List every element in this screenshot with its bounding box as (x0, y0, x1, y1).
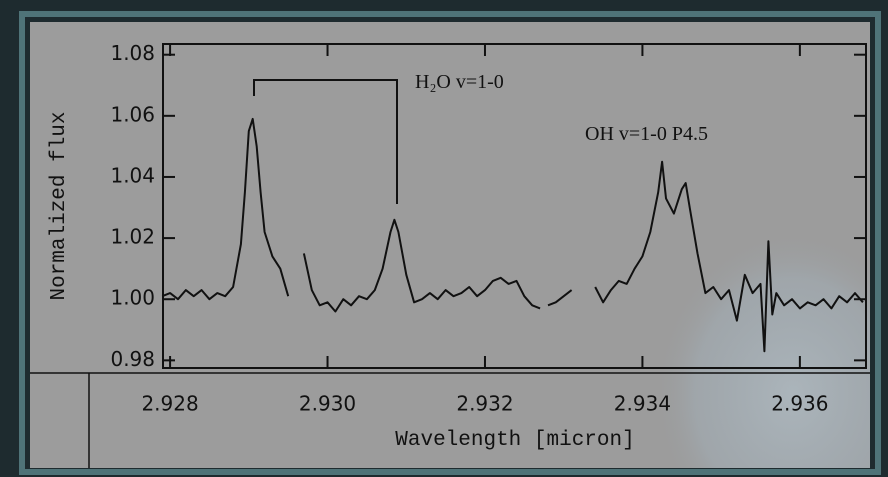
y-axis-label: Normalized flux (48, 111, 71, 300)
spectrum-line (161, 117, 864, 353)
x-axis-label: Wavelength [micron] (395, 429, 634, 452)
frame (19, 11, 881, 475)
y-tick-label: 1.00 (110, 286, 155, 310)
x-tick-label: 2.936 (771, 392, 828, 416)
x-tick-label: 2.930 (299, 392, 356, 416)
bracket (253, 79, 398, 204)
annotation: OH v=1-0 P4.5 (585, 123, 708, 145)
x-tick-label: 2.934 (614, 392, 671, 416)
y-tick-label: 1.04 (110, 163, 155, 187)
annotation: H₂O v=1-0 (415, 71, 504, 93)
y-tick-label: 0.98 (110, 347, 155, 371)
x-tick-label: 2.932 (456, 392, 513, 416)
plot-frame (162, 43, 867, 369)
y-tick-label: 1.02 (110, 225, 155, 249)
nebula (560, 100, 870, 468)
y-tick-label: 1.06 (110, 102, 155, 126)
y-tick-label: 1.08 (110, 41, 155, 65)
x-tick-label: 2.928 (141, 392, 198, 416)
